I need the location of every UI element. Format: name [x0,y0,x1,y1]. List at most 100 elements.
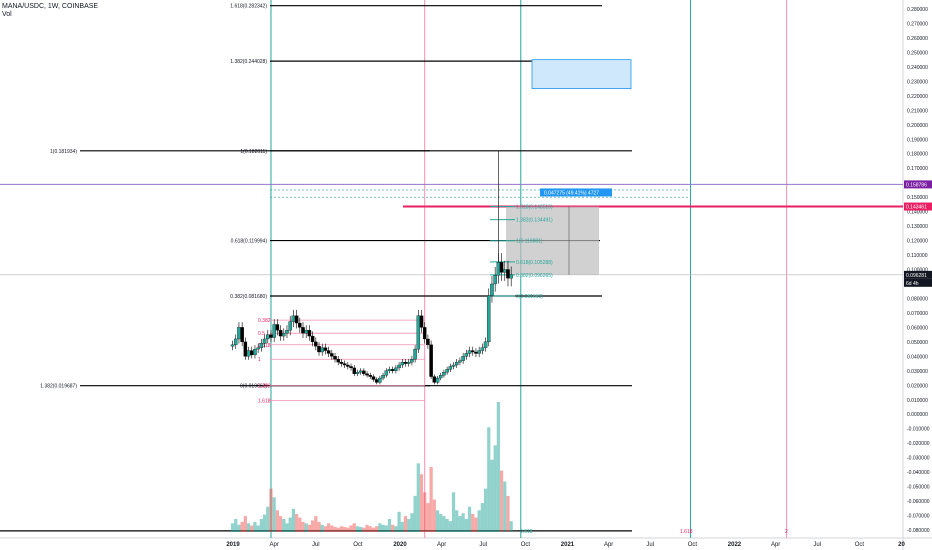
candle-body [246,350,251,357]
volume-bar [487,427,491,532]
measure-label-bg [540,188,612,197]
volume-bar [458,516,462,532]
volume-bar [483,488,488,532]
candle-body [355,372,360,374]
candle-body [256,347,260,350]
candle-body [262,338,267,344]
y-tick-label: -0.050000 [907,485,930,491]
x-tick-label: 20 [898,542,905,548]
axis-note-label: 1.618 [680,529,693,535]
candle-body [378,377,382,383]
candle-body [352,367,356,374]
volume-bar [432,499,436,532]
candle-body [384,370,389,376]
candle-body [419,315,424,328]
y-tick-label: 0.040000 [907,354,928,360]
candle-body [346,364,350,367]
candle-body [317,346,321,353]
candle-body [410,359,414,363]
volume-bar [410,513,414,532]
volume-bar [288,517,292,532]
candle-body [374,379,379,383]
price-badge-bg [904,278,932,287]
candle-body [288,321,292,331]
x-tick-label: Oct [688,542,698,548]
candle-body [259,343,264,348]
candle-body [493,275,497,285]
y-tick-label: 0.220000 [907,94,928,100]
volume-bar [442,516,446,532]
candle-body [240,327,244,343]
volume-bar [391,524,395,532]
y-tick-label: 0.210000 [907,108,928,114]
candle-body [387,369,392,371]
volume-bar [230,523,235,532]
target-zone-box [531,59,632,89]
volume-bar [371,527,376,532]
candle-body [435,377,440,383]
volume-bar [381,524,385,532]
volume-bar [311,520,315,532]
candle-body [272,324,276,338]
fib-level-label: 0.618(0.119994) [231,239,268,245]
x-tick-label: Apr [604,542,613,548]
candle-body [301,327,305,334]
fib-level-label: 0(0.019662) [240,384,267,390]
volume-bar [429,467,433,532]
candle-body [304,330,308,334]
volume-bar [467,506,472,532]
volume-bar [503,481,507,532]
candle-body [397,364,401,369]
candle-body [480,347,485,351]
y-tick-label: -0.040000 [907,470,930,476]
volume-bar [400,521,404,532]
candle-body [490,283,494,296]
y-tick-label: 0.130000 [907,224,928,230]
candle-body [503,269,507,273]
volume-bar [499,470,504,532]
candle-body [467,350,472,354]
volume-bar [426,503,430,532]
volume-bar [413,495,417,532]
volume-bar [291,508,295,532]
y-tick-label: 0.260000 [907,36,928,42]
candle-body [432,376,437,383]
price-badge-bg [904,270,932,279]
volume-bar [490,459,494,532]
volume-bar [330,525,334,532]
candle-body [483,341,488,348]
small-fib-label: 1(0.119881) [516,239,543,245]
y-tick-label: 0.250000 [907,50,928,56]
volume-legend: Vol [2,11,12,18]
x-tick-label: Apr [437,542,446,548]
candle-body [362,370,366,374]
volume-bar [336,527,340,532]
y-tick-label: 0.070000 [907,311,928,317]
candle-body [426,338,430,345]
volume-bar [416,463,420,532]
y-tick-label: 0.050000 [907,340,928,346]
volume-bar [439,513,443,532]
volume-bar [272,497,276,532]
candle-body [307,330,312,337]
y-tick-label: 0.200000 [907,123,928,129]
volume-bar [339,526,344,532]
y-tick-label: 0.150000 [907,195,928,201]
axis-note-label: 0.618 [520,529,533,535]
candle-body [371,376,376,380]
candle-body [323,347,328,351]
volume-bar [278,516,283,532]
volume-bar [423,492,427,532]
volume-bar [253,521,257,532]
x-tick-label: 2022 [728,542,742,548]
y-tick-label: -0.030000 [907,456,930,462]
volume-bar [304,523,308,532]
candle-body [253,348,257,356]
candle-body [403,361,408,364]
volume-bar [294,513,299,532]
candle-body [266,334,270,340]
x-tick-label: Oct [353,542,363,548]
x-tick-label: 2020 [393,542,407,548]
x-tick-label: Jul [646,542,654,548]
